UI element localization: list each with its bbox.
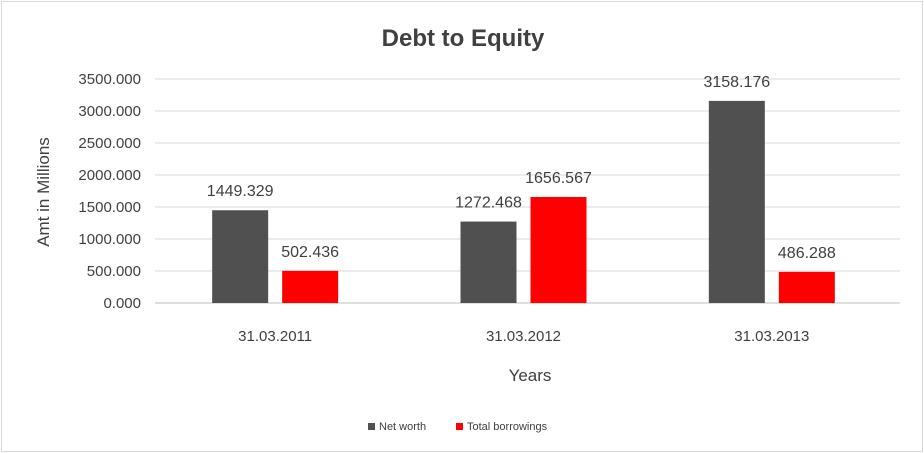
legend-label: Net worth <box>379 421 426 433</box>
bar-net-worth <box>708 100 765 303</box>
chart-title: Debt to Equity <box>382 25 545 52</box>
x-tick-label: 31.03.2013 <box>734 328 809 345</box>
data-label: 1656.567 <box>525 170 592 187</box>
legend-swatch <box>456 423 463 430</box>
gridlines <box>155 78 900 304</box>
y-axis-ticks: 0.000 500.000 1000.000 1500.000 2000.000 2500… <box>78 71 141 312</box>
y-tick-label: 3500.000 <box>78 71 141 88</box>
x-tick-label: 31.03.2012 <box>486 328 561 345</box>
y-tick-label: 0.000 <box>103 295 141 312</box>
bar-net-worth <box>460 221 517 303</box>
y-axis-title: Amt in Millions <box>34 137 53 247</box>
y-tick-label: 1000.000 <box>78 231 141 248</box>
y-tick-label: 1500.000 <box>78 199 141 216</box>
x-axis-ticks: 31.03.2011 31.03.2012 31.03.2013 <box>238 328 809 345</box>
bar-net-worth <box>212 210 269 303</box>
x-axis-title: Years <box>509 366 552 385</box>
bar-total-borrowings <box>282 270 339 303</box>
bar-total-borrowings <box>530 196 587 303</box>
data-label: 3158.176 <box>703 74 770 91</box>
data-label: 502.436 <box>281 244 339 261</box>
y-tick-label: 500.000 <box>87 263 141 280</box>
x-tick-label: 31.03.2011 <box>238 328 312 345</box>
legend-label: Total borrowings <box>467 421 548 433</box>
data-label: 1272.468 <box>455 195 522 212</box>
legend-swatch <box>368 423 375 430</box>
bar-total-borrowings <box>778 271 835 303</box>
y-tick-label: 3000.000 <box>78 103 141 120</box>
y-tick-label: 2000.000 <box>78 167 141 184</box>
legend: Net worth Total borrowings <box>368 421 548 433</box>
data-label: 486.288 <box>778 245 836 262</box>
y-tick-label: 2500.000 <box>78 135 141 152</box>
data-label: 1449.329 <box>207 183 274 200</box>
bars <box>212 100 835 303</box>
